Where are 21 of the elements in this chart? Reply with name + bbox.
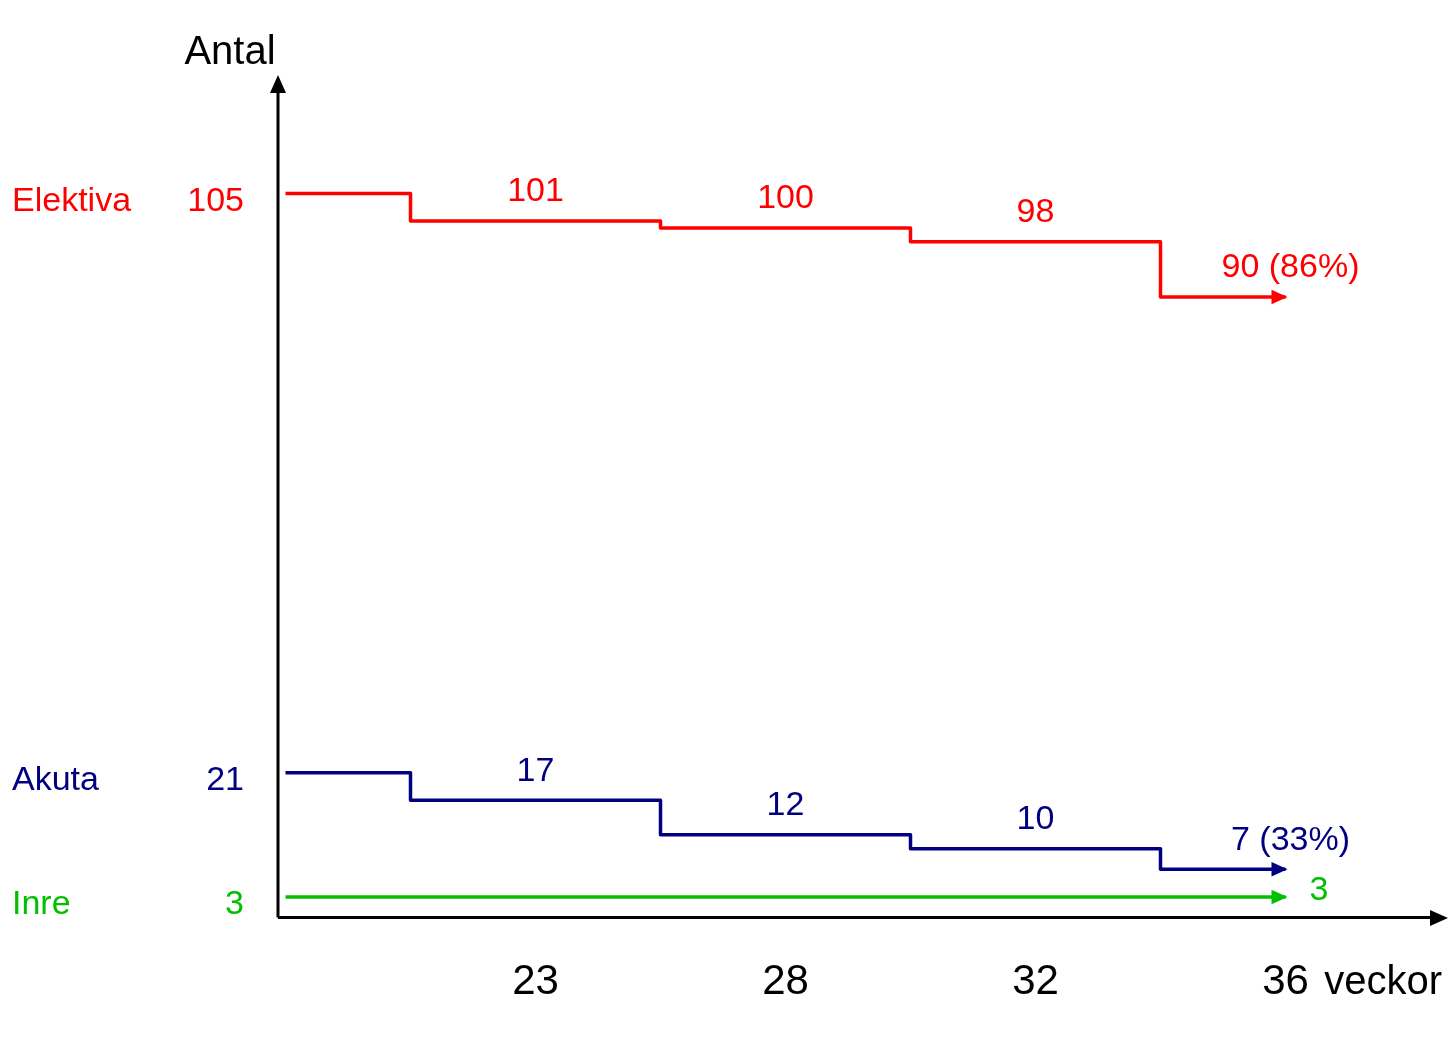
- x-tick-label: 23: [512, 956, 559, 1004]
- text: Inre: [12, 883, 71, 922]
- data-label: 100: [757, 177, 814, 216]
- x-tick-label: 36: [1262, 956, 1309, 1004]
- data-label: 105: [187, 179, 244, 218]
- data-label: 3: [1309, 869, 1329, 908]
- data-label: 90 (86%): [1221, 246, 1360, 285]
- data-label: 98: [1016, 191, 1055, 230]
- data-label: 101: [507, 170, 564, 209]
- text: Akuta: [12, 759, 100, 798]
- data-label: 3: [225, 883, 244, 922]
- data-label: 21: [206, 759, 244, 798]
- data-label: 17: [516, 749, 555, 788]
- data-label: 12: [766, 784, 805, 823]
- x-axis-title: veckor: [1324, 957, 1442, 1002]
- text: Elektiva: [12, 179, 132, 218]
- x-tick-label: 28: [762, 956, 809, 1004]
- data-label: 10: [1016, 798, 1055, 837]
- y-axis-title: Antal: [184, 28, 276, 73]
- data-label: 7 (33%): [1230, 818, 1351, 857]
- x-tick-label: 32: [1012, 956, 1059, 1004]
